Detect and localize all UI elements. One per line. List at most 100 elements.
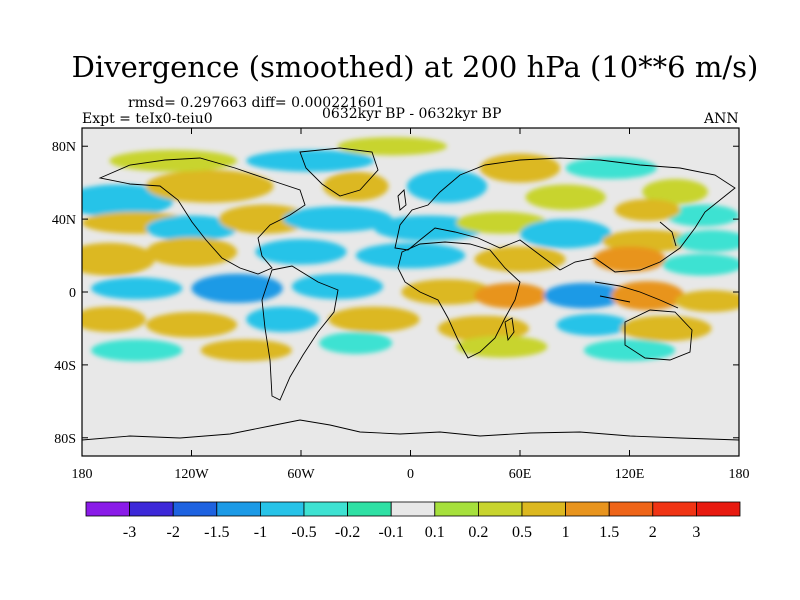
colorbar-swatch-6	[347, 501, 392, 517]
field-patch-30	[191, 273, 283, 303]
coastline-greenland	[299, 147, 379, 197]
field-patch-15	[218, 204, 311, 234]
x-tick-label-5: 120E	[615, 467, 645, 482]
field-patch-8	[525, 184, 606, 210]
colorbar-label-9: 0.5	[512, 524, 532, 541]
field-patch-19	[520, 219, 612, 249]
field-patch-20	[602, 230, 694, 252]
field-patch-37	[82, 306, 146, 333]
field-patch-48	[583, 339, 676, 362]
field-patch-33	[474, 282, 548, 309]
field-patch-41	[437, 315, 530, 342]
colorbar-swatch-10	[521, 501, 566, 517]
period-label: 0632kyr BP - 0632kyr BP	[322, 106, 502, 122]
field-patch-12	[614, 199, 681, 221]
experiment-label: Expt = teIx0-teiu0	[82, 111, 213, 127]
y-tick-label-1: 40N	[52, 213, 76, 228]
chart-title: Divergence (smoothed) at 200 hPa (10**6 …	[71, 50, 759, 84]
field-patch-28	[662, 253, 739, 276]
axes: 180 120W 60W 0 60E 120E 180 80N 40N 0 40S 80S	[52, 128, 750, 482]
colorbar-label-1: -2	[167, 524, 180, 541]
field-patch-43	[620, 315, 712, 342]
x-tick-label-3: 0	[407, 467, 414, 482]
coastlines	[82, 147, 739, 441]
coastline-madagascar	[504, 317, 515, 342]
colorbar-label-8: 0.2	[468, 524, 488, 541]
colorbar-swatch-11	[565, 501, 610, 517]
field-patch-9	[565, 157, 657, 180]
coastline-japan	[659, 221, 677, 247]
y-tick-label-2: 0	[69, 286, 76, 301]
colorbar-label-12: 2	[649, 524, 657, 541]
colorbar-swatch-1	[129, 501, 174, 517]
field-patch-10	[642, 179, 708, 205]
field-patch-39	[246, 306, 320, 333]
x-tick-label-4: 60E	[509, 467, 532, 482]
colorbar: -3 -2 -1.5 -1 -0.5 -0.2 -0.1 0.1 0.2 0.5 1 1.5 2 3	[85, 501, 741, 541]
colorbar-swatch-3	[216, 501, 261, 517]
stats-text: rmsd= 0.297663 diff= 0.000221601	[128, 95, 385, 111]
coastline-australia	[624, 309, 693, 361]
field-patch-46	[319, 332, 393, 354]
field-patch-22	[82, 242, 155, 276]
field-patch-47	[456, 335, 548, 358]
field-patch-2	[109, 149, 238, 172]
x-tick-label-6: 180	[729, 467, 750, 482]
colorbar-swatch-0	[85, 501, 130, 517]
field-patch-27	[593, 246, 666, 272]
field-patch-44	[91, 339, 183, 362]
field-patch-29	[91, 277, 183, 300]
colorbar-label-7: 0.1	[425, 524, 445, 541]
colorbar-label-3: -1	[254, 524, 267, 541]
x-tick-label-0: 180	[72, 467, 93, 482]
field-patch-17	[374, 215, 484, 241]
field-patch-36	[675, 290, 739, 313]
field-patch-24	[255, 239, 347, 265]
field-patch-0	[82, 184, 174, 218]
colorbar-swatch-14	[696, 501, 741, 517]
x-tick-label-2: 60W	[287, 467, 315, 482]
colorbar-label-6: -0.1	[379, 524, 404, 541]
field-patch-4	[337, 137, 447, 156]
colorbar-swatch-8	[434, 501, 479, 517]
colorbar-swatch-4	[259, 501, 305, 517]
field-patch-21	[675, 230, 739, 252]
field-patch-25	[355, 242, 466, 269]
coastline-uk	[397, 189, 407, 211]
field-patch-34	[543, 282, 625, 309]
colorbar-label-13: 3	[692, 524, 700, 541]
field-patch-31	[291, 273, 384, 300]
x-tick-label-1: 120W	[174, 467, 209, 482]
field-patch-7	[479, 153, 561, 183]
field-patch-1	[145, 169, 274, 203]
field-patch-26	[474, 246, 566, 272]
coastline-africa	[397, 241, 521, 359]
y-tick-label-0: 80N	[52, 140, 76, 155]
field-patch-45	[200, 339, 292, 362]
colorbar-label-2: -1.5	[204, 524, 229, 541]
season-label: ANN	[704, 111, 739, 127]
colorbar-swatch-2	[172, 501, 218, 517]
colorbar-swatch-12	[608, 501, 654, 517]
field-patch-40	[328, 306, 420, 333]
field-patch-32	[401, 279, 493, 305]
field-patch-16	[282, 206, 393, 232]
coastline-eurasia	[394, 157, 736, 273]
colorbar-label-4: -0.5	[291, 524, 316, 541]
coastline-antarctica	[82, 419, 739, 441]
colorbar-swatch-7	[390, 501, 436, 517]
field-patch-23	[145, 237, 238, 267]
colorbar-label-5: -0.2	[335, 524, 360, 541]
field-patch-42	[556, 313, 630, 336]
field-patch-14	[145, 215, 238, 241]
colorbar-label-10: 1	[562, 524, 570, 541]
field-patch-3	[246, 149, 374, 172]
y-tick-label-4: 80S	[54, 432, 76, 447]
field-patch-38	[145, 312, 238, 338]
coastline-north-america	[98, 157, 306, 275]
field-patch-5	[322, 171, 389, 201]
colorbar-swatch-9	[477, 501, 523, 517]
colorbar-label-11: 1.5	[599, 524, 619, 541]
y-tick-label-3: 40S	[54, 359, 76, 374]
